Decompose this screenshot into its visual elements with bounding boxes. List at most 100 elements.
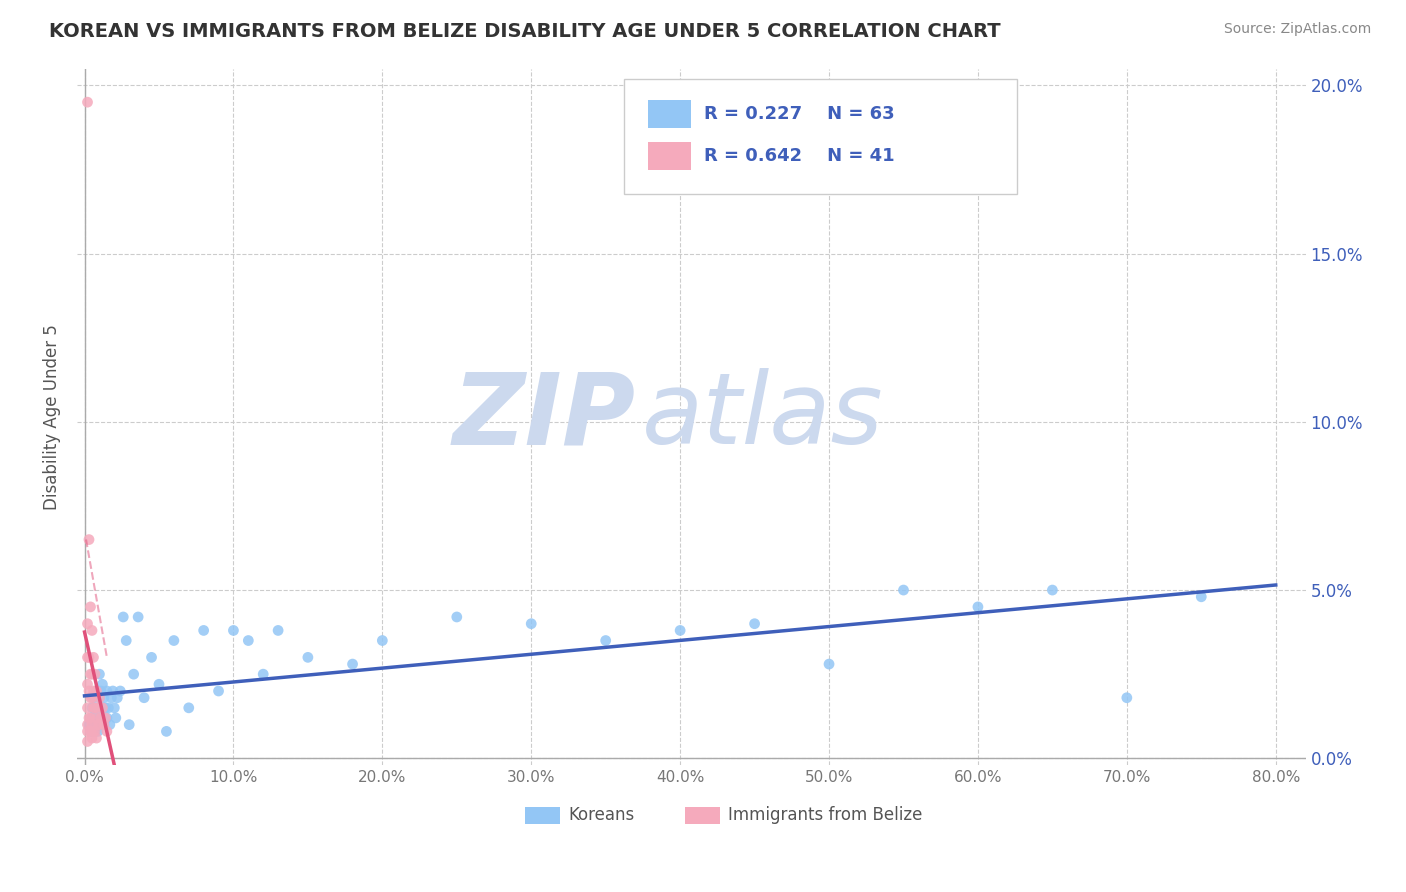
- Text: R = 0.227    N = 63: R = 0.227 N = 63: [703, 104, 894, 123]
- Point: [94, 701, 117, 715]
- FancyBboxPatch shape: [624, 79, 1017, 194]
- Point: [77, 711, 100, 725]
- Point: [371, 633, 394, 648]
- Point: [86, 711, 108, 725]
- Point: [115, 633, 138, 648]
- Point: [76, 734, 98, 748]
- Point: [82, 701, 104, 715]
- Point: [84, 667, 107, 681]
- Point: [595, 633, 617, 648]
- Point: [177, 701, 200, 715]
- Point: [84, 701, 107, 715]
- Point: [80, 690, 103, 705]
- Point: [90, 684, 112, 698]
- Bar: [526, 807, 560, 824]
- Point: [80, 717, 103, 731]
- Point: [193, 624, 215, 638]
- Point: [87, 701, 110, 715]
- Point: [342, 657, 364, 671]
- Point: [155, 724, 177, 739]
- Point: [80, 624, 103, 638]
- Bar: [685, 807, 720, 824]
- Point: [79, 724, 101, 739]
- Point: [76, 724, 98, 739]
- Point: [82, 724, 104, 739]
- Point: [1115, 690, 1137, 705]
- Point: [104, 711, 127, 725]
- Point: [84, 701, 107, 715]
- Point: [77, 684, 100, 698]
- Point: [89, 690, 111, 705]
- Point: [103, 701, 125, 715]
- Point: [100, 690, 122, 705]
- Point: [127, 610, 149, 624]
- Point: [87, 724, 110, 739]
- Point: [76, 677, 98, 691]
- Point: [89, 690, 111, 705]
- Point: [1189, 590, 1212, 604]
- Point: [84, 724, 107, 739]
- Point: [86, 731, 108, 745]
- Point: [112, 610, 135, 624]
- Point: [93, 690, 115, 705]
- Point: [744, 616, 766, 631]
- Point: [90, 711, 112, 725]
- Point: [87, 701, 110, 715]
- Point: [96, 711, 118, 725]
- Point: [91, 701, 114, 715]
- Point: [132, 690, 155, 705]
- Y-axis label: Disability Age Under 5: Disability Age Under 5: [44, 324, 60, 509]
- Point: [84, 724, 107, 739]
- Point: [893, 583, 915, 598]
- Point: [79, 690, 101, 705]
- Point: [76, 650, 98, 665]
- Point: [79, 724, 101, 739]
- Point: [80, 667, 103, 681]
- Point: [82, 650, 104, 665]
- Point: [105, 690, 128, 705]
- Point: [82, 717, 104, 731]
- Point: [91, 677, 114, 691]
- Text: KOREAN VS IMMIGRANTS FROM BELIZE DISABILITY AGE UNDER 5 CORRELATION CHART: KOREAN VS IMMIGRANTS FROM BELIZE DISABIL…: [49, 22, 1001, 41]
- Point: [122, 667, 145, 681]
- Point: [79, 599, 101, 614]
- Point: [101, 684, 124, 698]
- Point: [520, 616, 543, 631]
- Point: [76, 717, 98, 731]
- Point: [80, 731, 103, 745]
- Point: [1040, 583, 1063, 598]
- Text: Immigrants from Belize: Immigrants from Belize: [728, 806, 922, 824]
- Point: [76, 616, 98, 631]
- Point: [77, 533, 100, 547]
- Text: Source: ZipAtlas.com: Source: ZipAtlas.com: [1223, 22, 1371, 37]
- Point: [252, 667, 274, 681]
- Text: ZIP: ZIP: [453, 368, 636, 466]
- Point: [82, 684, 104, 698]
- Point: [93, 717, 115, 731]
- Text: Koreans: Koreans: [568, 806, 634, 824]
- Point: [93, 717, 115, 731]
- Point: [96, 684, 118, 698]
- Point: [89, 667, 111, 681]
- Point: [267, 624, 290, 638]
- Point: [238, 633, 260, 648]
- Bar: [648, 142, 692, 169]
- Point: [91, 701, 114, 715]
- Point: [77, 650, 100, 665]
- Point: [818, 657, 841, 671]
- Text: R = 0.642    N = 41: R = 0.642 N = 41: [703, 146, 894, 165]
- Point: [80, 711, 103, 725]
- Point: [446, 610, 468, 624]
- Point: [297, 650, 319, 665]
- Point: [76, 701, 98, 715]
- Bar: [648, 100, 692, 128]
- Point: [80, 701, 103, 715]
- Point: [98, 717, 121, 731]
- Point: [82, 690, 104, 705]
- Point: [148, 677, 170, 691]
- Point: [222, 624, 245, 638]
- Point: [86, 684, 108, 698]
- Point: [967, 599, 990, 614]
- Point: [87, 717, 110, 731]
- Point: [141, 650, 163, 665]
